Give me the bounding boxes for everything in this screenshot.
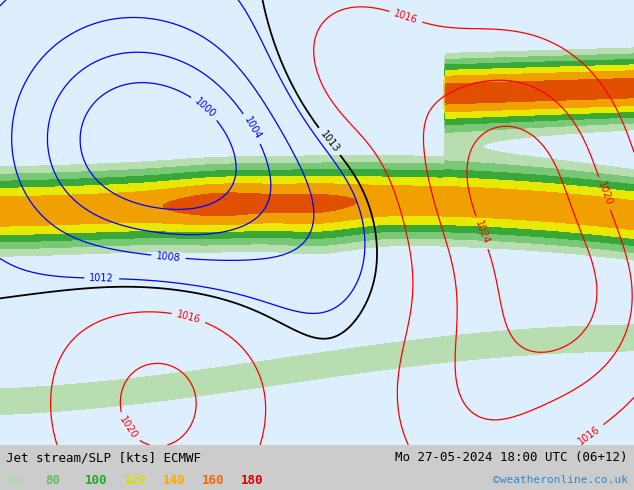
Text: 1000: 1000 (192, 96, 217, 120)
Text: 1004: 1004 (242, 116, 262, 142)
Text: 1013: 1013 (318, 129, 341, 154)
Text: Mo 27-05-2024 18:00 UTC (06+12): Mo 27-05-2024 18:00 UTC (06+12) (395, 451, 628, 464)
Text: 1012: 1012 (89, 273, 114, 284)
Text: 1020: 1020 (117, 415, 139, 441)
Text: 80: 80 (46, 473, 60, 487)
Text: 1016: 1016 (392, 8, 419, 25)
Text: 1020: 1020 (596, 180, 613, 207)
Text: 1016: 1016 (176, 309, 202, 325)
Text: 1024: 1024 (473, 220, 491, 246)
Text: ©weatheronline.co.uk: ©weatheronline.co.uk (493, 475, 628, 485)
Text: 1016: 1016 (577, 424, 602, 446)
Text: 160: 160 (202, 473, 224, 487)
Text: 120: 120 (124, 473, 146, 487)
Text: Jet stream/SLP [kts] ECMWF: Jet stream/SLP [kts] ECMWF (6, 451, 202, 464)
Text: 140: 140 (163, 473, 185, 487)
Text: 1008: 1008 (156, 251, 181, 263)
Text: 100: 100 (84, 473, 107, 487)
Text: 180: 180 (241, 473, 263, 487)
Text: 60: 60 (6, 473, 22, 487)
